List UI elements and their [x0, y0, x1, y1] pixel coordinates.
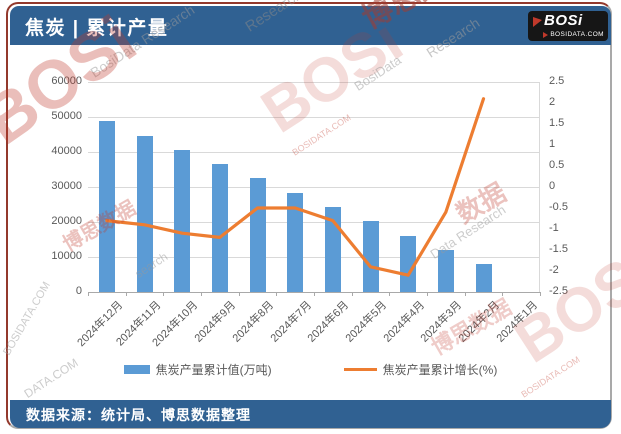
- bosi-logo-wordmark: BOSi: [533, 12, 604, 30]
- right-axis-line: [539, 82, 540, 292]
- y-axis-label-left: 50000: [51, 110, 82, 122]
- x-axis-tick: [427, 292, 428, 296]
- bar-2024年3月: [437, 249, 454, 292]
- x-axis-tick: [314, 292, 315, 296]
- bar-2024年9月: [211, 164, 228, 292]
- y-axis-label-left: 30000: [51, 180, 82, 192]
- y-axis-label-right: -0.5: [549, 201, 568, 213]
- y-axis-label-right: 2: [549, 96, 556, 108]
- x-axis-tick: [389, 292, 391, 296]
- page-title: 焦炭 | 累计产量: [25, 18, 169, 39]
- x-axis-tick: [276, 292, 278, 296]
- gridline: [88, 116, 540, 118]
- logo-wedge-icon: [533, 15, 542, 27]
- chart-legend: 焦炭产量累计值(万吨) 焦炭产量累计增长(%): [0, 361, 621, 378]
- header-bar: [10, 6, 611, 45]
- x-axis-tick: [163, 292, 165, 296]
- legend-bar-label: 焦炭产量累计值(万吨): [155, 363, 272, 377]
- y-axis-label-right: -1: [549, 222, 559, 234]
- bar-2024年5月: [362, 221, 379, 292]
- bar-2024年2月: [475, 264, 492, 292]
- gridline: [88, 151, 540, 153]
- growth-line-path: [105, 97, 486, 277]
- gridline: [88, 81, 540, 83]
- data-source-text: 数据来源：统计局、博思数据整理: [26, 407, 251, 423]
- bar-2024年6月: [324, 206, 341, 292]
- bar-2024年11月: [136, 135, 153, 292]
- plot-area: [88, 81, 541, 296]
- x-axis-tick: [125, 292, 127, 296]
- logo-text: BOSi: [544, 12, 583, 29]
- bar-2024年10月: [174, 149, 191, 292]
- logo-site-text: BOSIDATA.COM: [550, 30, 604, 38]
- x-axis-tick: [351, 292, 353, 296]
- gridline: [88, 256, 540, 258]
- bosi-logo-site-row: BOSIDATA.COM: [533, 30, 604, 39]
- bar-2024年12月: [98, 121, 115, 292]
- logo-triangle-icon: [543, 31, 549, 38]
- y-axis-label-right: 1.5: [549, 117, 565, 129]
- y-axis-label-left: 60000: [51, 75, 82, 87]
- y-axis-label-right: 1: [549, 138, 556, 150]
- x-axis-tick: [540, 292, 541, 296]
- legend-line-swatch: [343, 368, 377, 371]
- y-axis-label-left: 0: [75, 285, 82, 297]
- y-axis-label-left: 20000: [51, 215, 82, 227]
- x-axis-tick: [88, 292, 89, 296]
- y-axis-label-right: 2.5: [549, 75, 565, 87]
- bar-2024年4月: [400, 235, 417, 292]
- legend-bar-swatch: [123, 365, 150, 374]
- footer-bar: [10, 400, 611, 428]
- x-axis-tick: [238, 292, 240, 296]
- y-axis-label-right: 0.5: [549, 159, 565, 171]
- gridline: [88, 221, 540, 223]
- legend-item-bar-series: 焦炭产量累计值(万吨): [123, 361, 272, 378]
- y-axis-label-right: -1.5: [549, 243, 568, 255]
- legend-line-label: 焦炭产量累计增长(%): [382, 363, 498, 377]
- y-axis-label-right: -2.5: [549, 285, 568, 297]
- x-axis-tick: [464, 292, 466, 296]
- growth-line-chart: [105, 97, 486, 277]
- y-axis-label-right: 0: [549, 180, 556, 192]
- y-axis-label-left: 10000: [51, 250, 82, 262]
- y-axis-label-left: 40000: [51, 145, 82, 157]
- bar-2024年7月: [287, 192, 304, 292]
- x-axis-tick: [502, 292, 504, 296]
- legend-item-line-series: 焦炭产量累计增长(%): [343, 361, 498, 378]
- x-axis-tick: [201, 292, 202, 296]
- y-axis-label-right: -2: [549, 264, 559, 276]
- gridline: [88, 186, 540, 188]
- bosi-logo: BOSi BOSIDATA.COM: [528, 11, 608, 41]
